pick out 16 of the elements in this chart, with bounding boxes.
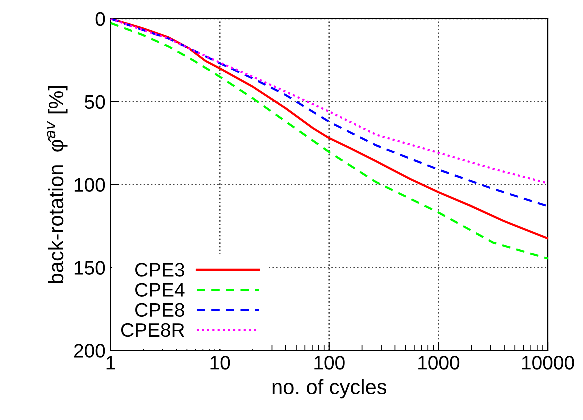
legend-label: CPE3: [136, 263, 184, 277]
x-tick-label: 10: [210, 356, 230, 370]
x-tick-label: 1000: [418, 356, 460, 370]
y-tick-label: 100: [74, 178, 106, 192]
x-tick-label: 100: [314, 356, 345, 370]
legend-label: CPE4: [136, 283, 185, 297]
y-axis-title: back-rotation φ̂$^{av}$ [%]: [47, 86, 68, 284]
y-tick-label: 50: [85, 95, 106, 110]
legend-label: CPE8: [136, 303, 184, 318]
y-tick-label: 0: [96, 12, 106, 26]
x-tick-label: 10000: [522, 356, 574, 370]
y-tick-label: 200: [74, 344, 106, 358]
x-tick-label: 1: [106, 356, 116, 370]
legend-label: CPE8R: [121, 323, 184, 338]
x-axis-title: no. of cycles: [272, 379, 387, 399]
y-tick-label: 150: [74, 261, 106, 275]
